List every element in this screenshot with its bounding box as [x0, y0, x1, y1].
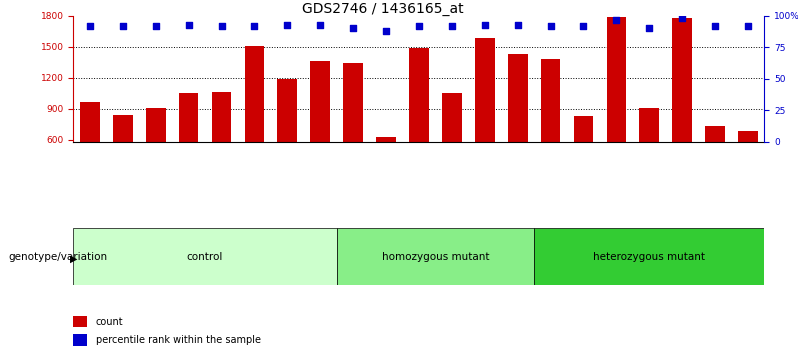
- Bar: [80, 102, 100, 142]
- Bar: [146, 108, 165, 142]
- Text: GSM147517: GSM147517: [448, 228, 456, 277]
- Text: GSM147452: GSM147452: [118, 228, 127, 277]
- Text: GSM147512: GSM147512: [711, 228, 720, 277]
- FancyBboxPatch shape: [534, 228, 764, 285]
- Point: [248, 23, 261, 29]
- Bar: [409, 48, 429, 142]
- Point: [512, 22, 524, 28]
- Text: GSM147461: GSM147461: [217, 228, 226, 277]
- Text: GSM147460: GSM147460: [184, 228, 193, 277]
- Bar: [541, 59, 560, 142]
- Text: GSM147515: GSM147515: [381, 228, 390, 277]
- Text: homozygous mutant: homozygous mutant: [381, 252, 489, 262]
- Bar: [343, 63, 363, 142]
- Point: [478, 22, 491, 28]
- Point: [676, 16, 689, 21]
- Text: GSM147459: GSM147459: [151, 228, 160, 277]
- Text: GDS2746 / 1436165_at: GDS2746 / 1436165_at: [302, 2, 464, 16]
- Point: [709, 23, 721, 29]
- Bar: [574, 116, 594, 142]
- Point: [149, 23, 162, 29]
- Text: percentile rank within the sample: percentile rank within the sample: [96, 335, 261, 345]
- Point: [182, 22, 195, 28]
- Point: [215, 23, 228, 29]
- Bar: [606, 17, 626, 142]
- Point: [610, 17, 622, 23]
- Text: GSM147513: GSM147513: [744, 228, 753, 277]
- Text: GSM147463: GSM147463: [282, 228, 292, 277]
- Bar: [673, 18, 692, 142]
- Text: GSM147465: GSM147465: [316, 228, 325, 277]
- Point: [741, 23, 754, 29]
- Text: GSM147509: GSM147509: [612, 228, 621, 277]
- Bar: [639, 108, 659, 142]
- Bar: [738, 131, 758, 142]
- Bar: [475, 38, 495, 142]
- Point: [413, 23, 425, 29]
- Point: [544, 23, 557, 29]
- FancyBboxPatch shape: [337, 228, 534, 285]
- Bar: [73, 334, 88, 346]
- Bar: [376, 137, 396, 142]
- Point: [314, 22, 326, 28]
- Text: GSM147510: GSM147510: [645, 228, 654, 277]
- Text: count: count: [96, 317, 124, 327]
- Point: [347, 25, 360, 31]
- Bar: [705, 126, 725, 142]
- Point: [643, 25, 656, 31]
- Point: [117, 23, 129, 29]
- Bar: [73, 316, 88, 327]
- Text: genotype/variation: genotype/variation: [8, 252, 107, 262]
- FancyBboxPatch shape: [73, 228, 337, 285]
- Text: heterozygous mutant: heterozygous mutant: [593, 252, 705, 262]
- Bar: [179, 93, 199, 142]
- Bar: [508, 54, 527, 142]
- Point: [281, 22, 294, 28]
- Text: GSM147518: GSM147518: [480, 228, 489, 277]
- Text: GSM147462: GSM147462: [250, 228, 259, 277]
- Bar: [310, 61, 330, 142]
- Text: GSM147511: GSM147511: [678, 228, 687, 277]
- Text: GSM147506: GSM147506: [546, 228, 555, 277]
- Bar: [113, 115, 132, 142]
- Point: [84, 23, 97, 29]
- Point: [380, 28, 393, 34]
- Bar: [244, 46, 264, 142]
- Text: GSM147451: GSM147451: [85, 228, 94, 277]
- Bar: [442, 93, 462, 142]
- Text: GSM147519: GSM147519: [513, 228, 522, 277]
- Text: ▶: ▶: [70, 253, 77, 263]
- Point: [445, 23, 458, 29]
- Text: GSM147514: GSM147514: [349, 228, 358, 277]
- Bar: [211, 92, 231, 142]
- Text: GSM147507: GSM147507: [579, 228, 588, 277]
- Point: [577, 23, 590, 29]
- Text: GSM147516: GSM147516: [414, 228, 424, 277]
- Text: control: control: [187, 252, 223, 262]
- Bar: [278, 79, 297, 142]
